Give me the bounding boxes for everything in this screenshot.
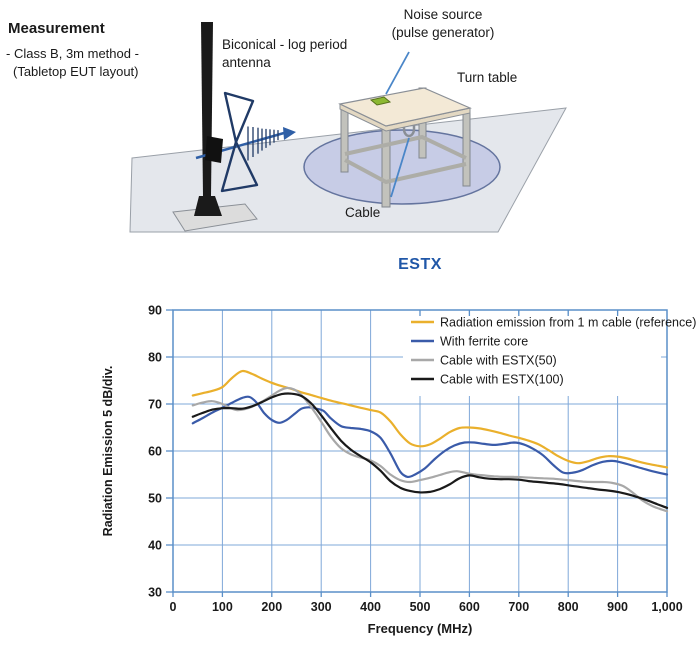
- table-rails: [344, 134, 467, 185]
- turn-table-ellipse: [303, 129, 501, 205]
- svg-text:800: 800: [558, 600, 579, 614]
- svg-text:1,000: 1,000: [651, 600, 682, 614]
- svg-text:300: 300: [311, 600, 332, 614]
- antenna-label-line2: antenna: [222, 55, 271, 70]
- svg-text:50: 50: [148, 492, 162, 506]
- cable-label: Cable: [345, 205, 380, 220]
- svg-text:900: 900: [607, 600, 628, 614]
- svg-text:90: 90: [148, 304, 162, 318]
- svg-text:100: 100: [212, 600, 233, 614]
- emission-chart: 90 80 70 60 50 40 30 0 100 200 300 400 500 600 700 800 9…: [0, 290, 696, 652]
- cable-callout-line: [390, 137, 410, 198]
- turn-table-label: Turn table: [457, 70, 517, 85]
- y-axis-title: Radiation Emission 5 dB/div.: [101, 366, 115, 537]
- svg-text:600: 600: [459, 600, 480, 614]
- antenna-label-line1: Biconical - log period: [222, 37, 347, 52]
- legend-label-1: With ferrite core: [440, 335, 528, 349]
- svg-text:60: 60: [148, 445, 162, 459]
- svg-text:80: 80: [148, 351, 162, 365]
- series-line-2: [191, 386, 669, 513]
- boresight-arrow-head: [283, 127, 296, 140]
- noise-source-label-line2: (pulse generator): [392, 25, 495, 40]
- svg-text:70: 70: [148, 398, 162, 412]
- svg-text:700: 700: [508, 600, 529, 614]
- diagram-title: Measurement: [8, 20, 105, 37]
- series-line-0: [191, 369, 669, 469]
- section-title: ESTX: [398, 256, 442, 273]
- legend-label-3: Cable with ESTX(100): [440, 373, 564, 387]
- diagram-subtitle-1: - Class B, 3m method -: [6, 46, 139, 61]
- measurement-setup-diagram: Measurement - Class B, 3m method - (Tabl…: [6, 7, 567, 233]
- svg-text:30: 30: [148, 586, 162, 600]
- cable-loop: [402, 117, 416, 138]
- legend-label-2: Cable with ESTX(50): [440, 354, 557, 368]
- x-tick-labels: 0 100 200 300 400 500 600 700 800 900 1,000: [170, 600, 683, 614]
- legend-label-0: Radiation emission from 1 m cable (refer…: [440, 316, 696, 330]
- noise-source-device: [369, 96, 392, 106]
- legend: Radiation emission from 1 m cable (refer…: [411, 316, 696, 387]
- svg-text:40: 40: [148, 539, 162, 553]
- legend-background: [403, 314, 661, 396]
- noise-source-callout-line: [385, 51, 410, 95]
- svg-text:500: 500: [410, 600, 431, 614]
- log-period-elements-icon: [247, 126, 279, 161]
- biconical-antenna-icon: [220, 91, 259, 193]
- svg-text:400: 400: [360, 600, 381, 614]
- noise-source-label-line1: Noise source: [404, 7, 483, 22]
- tabletop: [338, 87, 472, 127]
- antenna-pole: [201, 22, 213, 196]
- series-line-1: [191, 395, 669, 479]
- antenna-base-plate: [172, 203, 258, 232]
- svg-text:0: 0: [170, 600, 177, 614]
- y-tick-labels: 90 80 70 60 50 40 30: [148, 304, 162, 600]
- svg-text:200: 200: [261, 600, 282, 614]
- antenna-foot: [194, 196, 222, 216]
- x-axis-title: Frequency (MHz): [368, 621, 473, 636]
- antenna-clamp: [205, 136, 223, 163]
- axis-ticks: [166, 309, 668, 597]
- series-line-3: [191, 392, 669, 509]
- diagram-subtitle-2: (Tabletop EUT layout): [13, 64, 139, 79]
